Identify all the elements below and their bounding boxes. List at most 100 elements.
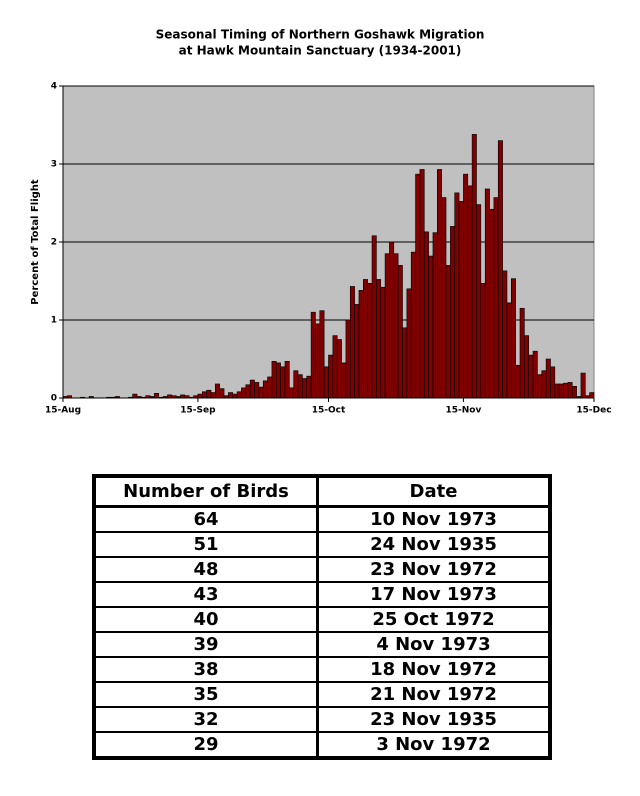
bar bbox=[506, 302, 512, 399]
bar bbox=[249, 379, 255, 399]
table-row: 48 23 Nov 1972 bbox=[92, 556, 552, 582]
bar bbox=[336, 339, 342, 399]
y-tick-label: 0 bbox=[51, 394, 57, 404]
x-tick-label: 15-Nov bbox=[446, 406, 482, 416]
bar bbox=[389, 241, 395, 399]
bar bbox=[349, 286, 355, 399]
table-cell: 43 bbox=[92, 581, 319, 607]
bar bbox=[302, 378, 308, 399]
bar bbox=[358, 290, 364, 399]
bar bbox=[537, 374, 543, 399]
table-row: 32 23 Nov 1935 bbox=[92, 706, 552, 732]
bar bbox=[441, 197, 447, 399]
bar bbox=[328, 354, 334, 399]
chart-title: at Hawk Mountain Sanctuary (1934-2001) bbox=[179, 44, 462, 58]
bar bbox=[502, 270, 508, 399]
table-cell: 48 bbox=[92, 556, 319, 582]
bar bbox=[554, 383, 560, 399]
bar bbox=[476, 204, 482, 399]
bar bbox=[206, 389, 212, 399]
bar bbox=[463, 173, 469, 399]
bar bbox=[275, 362, 281, 399]
column-header: Date bbox=[316, 476, 552, 508]
bar bbox=[262, 380, 268, 399]
bar bbox=[528, 354, 534, 399]
table-cell: 21 Nov 1972 bbox=[316, 681, 552, 707]
table-cell: 23 Nov 1935 bbox=[316, 706, 552, 732]
bar bbox=[397, 265, 403, 399]
bar bbox=[580, 372, 586, 399]
x-tick-label: 15-Dec bbox=[576, 406, 611, 416]
table-row: 40 25 Oct 1972 bbox=[92, 606, 552, 632]
bar bbox=[323, 366, 329, 399]
bar bbox=[532, 350, 538, 399]
bar bbox=[289, 387, 294, 399]
bar bbox=[471, 134, 477, 399]
table-row: 35 21 Nov 1972 bbox=[92, 681, 552, 707]
bar bbox=[571, 385, 577, 399]
bar bbox=[306, 375, 312, 399]
bar bbox=[458, 201, 464, 399]
bar bbox=[215, 383, 220, 399]
bar bbox=[519, 307, 525, 399]
bar bbox=[410, 251, 416, 399]
table-row: 39 4 Nov 1973 bbox=[92, 631, 552, 657]
bar bbox=[541, 370, 547, 399]
bar bbox=[341, 362, 347, 399]
table-cell: 18 Nov 1972 bbox=[316, 656, 552, 682]
table-cell: 40 bbox=[92, 606, 319, 632]
y-tick-label: 1 bbox=[51, 316, 57, 326]
bar bbox=[419, 169, 425, 399]
bar bbox=[280, 366, 286, 399]
table-cell: 23 Nov 1972 bbox=[316, 556, 552, 582]
bar bbox=[445, 265, 451, 399]
bar bbox=[245, 384, 251, 399]
column-header: Number of Birds bbox=[92, 476, 319, 508]
bar bbox=[558, 383, 564, 399]
table-cell: 3 Nov 1972 bbox=[316, 731, 552, 758]
table-cell: 29 bbox=[92, 731, 319, 758]
bar bbox=[367, 283, 373, 399]
bar bbox=[371, 235, 377, 399]
bar bbox=[384, 253, 390, 399]
bar bbox=[380, 286, 386, 399]
bar bbox=[406, 288, 412, 399]
table-cell: 32 bbox=[92, 706, 319, 732]
bar bbox=[228, 392, 234, 399]
x-tick-label: 15-Sep bbox=[180, 406, 216, 416]
y-tick-label: 3 bbox=[51, 160, 57, 170]
bar bbox=[284, 361, 290, 399]
bar bbox=[567, 382, 573, 399]
bar bbox=[345, 319, 351, 399]
bar bbox=[511, 278, 516, 399]
bar bbox=[550, 366, 556, 399]
table-row: 38 18 Nov 1972 bbox=[92, 656, 552, 682]
bar bbox=[393, 253, 399, 399]
bar bbox=[236, 391, 242, 399]
bar bbox=[267, 376, 273, 399]
table-cell: 38 bbox=[92, 656, 319, 682]
table-cell: 24 Nov 1935 bbox=[316, 531, 552, 557]
table-cell: 17 Nov 1973 bbox=[316, 581, 552, 607]
bar bbox=[484, 188, 490, 399]
bar bbox=[402, 327, 408, 399]
table-cell: 10 Nov 1973 bbox=[316, 505, 552, 532]
table-cell: 39 bbox=[92, 631, 319, 657]
bar bbox=[376, 279, 382, 399]
bar bbox=[524, 335, 530, 399]
y-tick-label: 2 bbox=[51, 238, 57, 248]
bar bbox=[332, 335, 338, 399]
bar bbox=[493, 197, 499, 399]
table-row: 43 17 Nov 1973 bbox=[92, 581, 552, 607]
table-row: 64 10 Nov 1973 bbox=[92, 505, 552, 532]
table: Number of Birds Date 64 10 Nov 1973 51 24 No… bbox=[92, 474, 552, 760]
y-axis-label: Percent of Total Flight bbox=[30, 179, 41, 305]
bar bbox=[197, 393, 203, 399]
bar bbox=[450, 226, 456, 399]
bar bbox=[363, 279, 368, 399]
bar bbox=[480, 283, 486, 399]
bar bbox=[423, 231, 429, 399]
bar bbox=[293, 370, 299, 399]
y-tick-label: 4 bbox=[51, 82, 57, 92]
